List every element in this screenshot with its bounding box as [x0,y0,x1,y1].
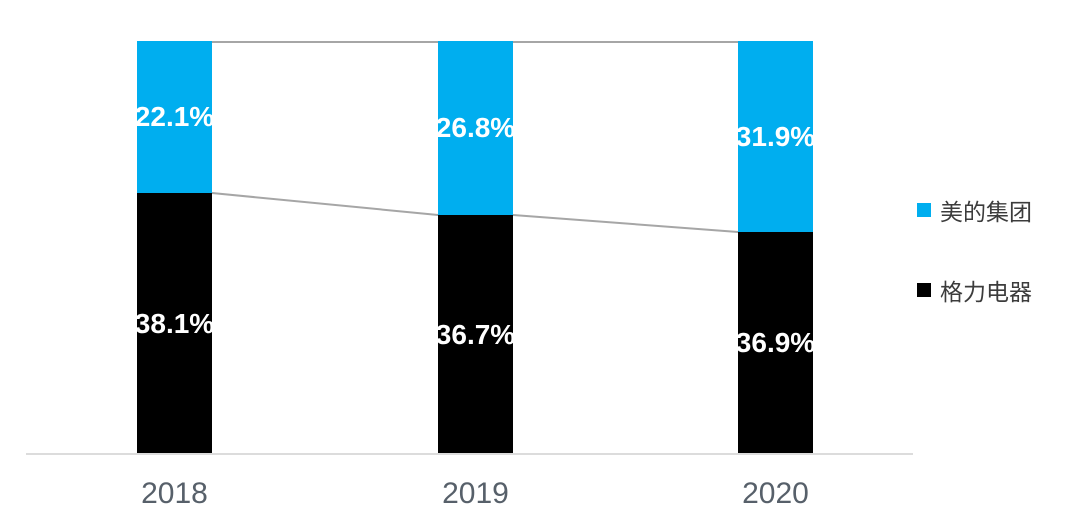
legend: 美的集团 格力电器 [917,193,1032,307]
segment-geli-2020: 36.9% [735,232,816,454]
x-tick-2020: 2020 [742,477,809,510]
x-tick-2018: 2018 [141,477,208,510]
legend-item-meidi: 美的集团 [917,193,1032,227]
legend-item-geli: 格力电器 [917,273,1032,307]
legend-label-meidi: 美的集团 [940,200,1032,226]
series-line-middle-0 [211,192,439,216]
value-label-meidi-2020: 31.9% [735,120,816,152]
column-2020: 31.9% 36.9% [735,41,816,454]
legend-swatch-meidi-icon [917,203,931,217]
segment-meidi-2018: 22.1% [134,41,215,193]
column-2019: 26.8% 36.7% [435,41,516,454]
segment-geli-2018: 38.1% [134,193,215,454]
column-2018: 22.1% 38.1% [134,41,215,454]
x-axis-line [26,453,913,455]
series-line-middle-1 [512,214,739,233]
value-label-geli-2020: 36.9% [735,327,816,358]
value-label-meidi-2019: 26.8% [435,112,516,143]
legend-swatch-geli-icon [917,283,931,297]
segment-geli-2019: 36.7% [435,215,516,454]
value-label-geli-2019: 36.7% [435,318,516,350]
legend-label-geli: 格力电器 [940,280,1032,306]
value-label-geli-2018: 38.1% [134,307,215,339]
segment-meidi-2019: 26.8% [435,41,516,215]
segment-meidi-2020: 31.9% [735,41,816,232]
x-tick-2019: 2019 [442,477,509,510]
value-label-meidi-2018: 22.1% [134,101,215,132]
